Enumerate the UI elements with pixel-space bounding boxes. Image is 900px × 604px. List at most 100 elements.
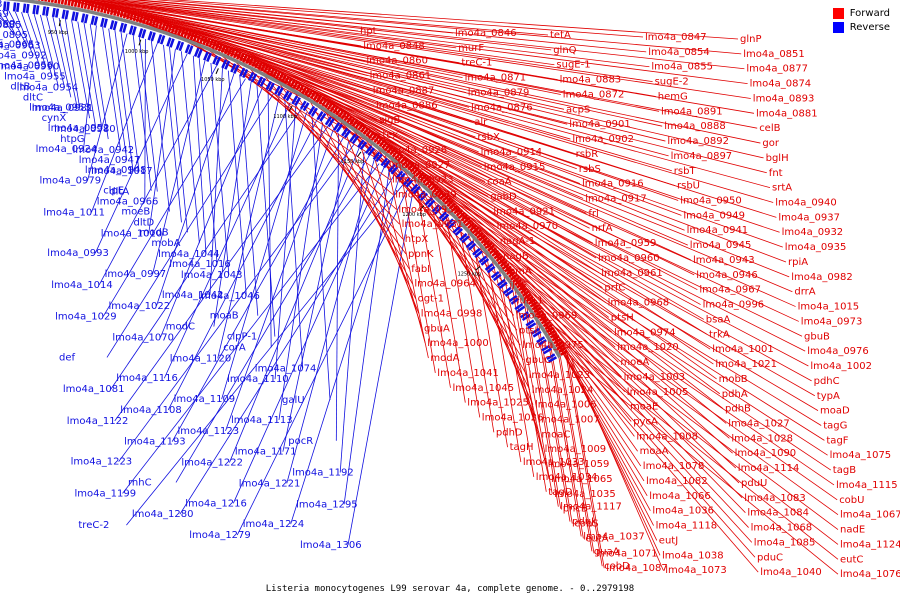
forward-gene-label: lmo4a_1078 [643, 461, 705, 472]
scale-tick-mark [357, 152, 361, 157]
forward-gene-label: bsaA [706, 314, 731, 325]
forward-feature [38, 0, 42, 1]
reverse-gene-label: lmo4a_1279 [189, 530, 251, 541]
forward-gene-label: rsbU [677, 181, 700, 192]
reverse-gene-label: lmo4a_1223 [71, 457, 133, 468]
forward-gene-label: fabI [411, 264, 430, 275]
forward-gene-label: lmo4a_1035 [554, 489, 616, 500]
forward-gene-label: rluD-1 [513, 296, 544, 307]
forward-gene-label: lmo4a_0937 [778, 212, 840, 223]
forward-gene-label: lmo4a_1038 [662, 550, 724, 561]
forward-gene-label: lmo4a_1114 [738, 463, 800, 474]
forward-gene-label: lmo4a_1024 [532, 385, 594, 396]
forward-gene-label: lmo4a_1006 [535, 400, 597, 411]
forward-gene-label: lmo4a_1085 [754, 537, 816, 548]
reverse-gene-label: lmo4a_1295 [296, 499, 358, 510]
reverse-gene-label: lmo4a_1221 [239, 478, 301, 489]
forward-gene-label: pdhD [496, 427, 523, 438]
forward-gene-label: lmo4a_1068 [751, 523, 813, 534]
reverse-gene-label: clpP-1 [227, 332, 257, 343]
reverse-gene-label: lmo4a_1116 [116, 373, 178, 384]
forward-gene-label: rsbR [576, 149, 599, 160]
reverse-gene-label: lmo4a_0979 [40, 176, 102, 187]
forward-gene-label: lmo4a_0960 [598, 253, 660, 264]
forward-gene-label: lmo4a_0926 [386, 145, 448, 156]
forward-gene-label: coaA [487, 177, 512, 188]
forward-gene-label: pncB [563, 504, 588, 515]
forward-gene-label: lmo4a_1090 [735, 448, 797, 459]
reverse-gene-label: moaB [210, 311, 239, 322]
forward-gene-label: bglH [766, 153, 789, 164]
legend-label-forward: Forward [850, 8, 890, 19]
forward-gene-label: lmo4a_0967 [699, 285, 761, 296]
forward-gene-label: lmo4a_1067 [840, 510, 900, 521]
forward-gene-label: lmo4a_1065 [551, 474, 613, 485]
forward-gene-label: pycA [633, 417, 658, 428]
forward-gene-label: lmo4a_1025 [467, 398, 529, 409]
forward-gene-label: moaC [541, 429, 570, 440]
forward-gene-label: nagB [503, 251, 529, 262]
forward-gene-label: lmo4a_0950 [680, 196, 742, 207]
forward-gene-label: lmo4a_0943 [693, 255, 755, 266]
forward-feature [57, 0, 61, 4]
forward-gene-label: lmo4a_0939 [395, 190, 457, 201]
reverse-gene-label: lmo4a_0993 [47, 248, 109, 259]
reverse-gene-label: lmo4a_1306 [300, 540, 362, 551]
forward-gene-label: lmo4a_0855 [651, 62, 713, 73]
genome-caption: Listeria monocytogenes L99 serovar 4a, c… [0, 584, 900, 594]
forward-feature [41, 0, 45, 1]
forward-gene-label: lmo4a_1015 [798, 302, 860, 313]
reverse-gene-label: lmo4a_1123 [178, 426, 240, 437]
forward-gene-label: lmo4a_1124 [840, 539, 900, 550]
forward-swatch [833, 8, 844, 19]
forward-gene-label: lmo4a_0968 [608, 298, 670, 309]
forward-gene-label: sugE-1 [556, 60, 590, 71]
forward-gene-label: srtA [772, 183, 792, 194]
forward-gene-label: htpX [405, 234, 429, 245]
forward-gene-label: tex [382, 130, 398, 141]
forward-gene-label: typA [817, 391, 840, 402]
reverse-gene-label: rnhC [128, 478, 152, 489]
reverse-gene-label: lmo4a_1081 [63, 384, 125, 395]
scale-tick-label: 950 kbp [48, 30, 68, 36]
reverse-gene-label: lmo4a_1120 [170, 353, 232, 364]
reverse-feature [32, 5, 36, 14]
reverse-leader-line [336, 133, 338, 441]
forward-gene-label: lmo4a_0969 [516, 310, 578, 321]
forward-gene-label: lmo4a_1000 [427, 338, 489, 349]
forward-feature [51, 0, 55, 3]
forward-gene-label: lmo4a_0975 [522, 340, 584, 351]
forward-gene-label: lmo4a_0931 [402, 219, 464, 230]
reverse-gene-label: corA [223, 343, 246, 354]
reverse-leader-line [228, 71, 246, 296]
forward-gene-label: lmo4a_0996 [703, 300, 765, 311]
forward-gene-label: lmo4a_0874 [750, 79, 812, 90]
forward-gene-label: nagA-1 [500, 236, 535, 247]
reverse-gene-label: def [59, 352, 76, 363]
forward-gene-label: lmo4a_1115 [836, 480, 898, 491]
reverse-gene-label: lmo4a_1193 [124, 437, 186, 448]
forward-gene-label: nrfA [592, 223, 613, 234]
scale-tick-mark [216, 68, 218, 73]
reverse-gene-label: treC-2 [78, 520, 109, 531]
reverse-leader-line [90, 24, 108, 139]
forward-gene-label: ilvE [509, 281, 527, 292]
forward-gene-label: lmo4a_1008 [636, 431, 698, 442]
forward-gene-label: rsbS [579, 164, 601, 175]
forward-gene-label: fnt [769, 168, 783, 179]
forward-gene-label: lmo4a_0973 [801, 316, 863, 327]
reverse-gene-label: modC [166, 322, 195, 333]
reverse-gene-label: lmo4a_1110 [227, 374, 289, 385]
forward-gene-label: rsbT [674, 166, 697, 177]
forward-gene-label: lmo4a_1076 [840, 569, 900, 580]
reverse-leader-line [199, 58, 217, 264]
reverse-leader-line [170, 47, 188, 232]
reverse-gene-label: lmo4a_1109 [174, 394, 236, 405]
reverse-gene-label: lmo4a_1011 [43, 207, 105, 218]
forward-gene-label: hpt [360, 26, 377, 37]
reverse-swatch [833, 22, 844, 33]
forward-gene-label: lmo4a_1036 [652, 506, 714, 517]
forward-gene-label: lmo4a_0883 [560, 75, 622, 86]
forward-gene-label: lmo4a_0921 [493, 206, 555, 217]
reverse-feature [36, 5, 40, 14]
